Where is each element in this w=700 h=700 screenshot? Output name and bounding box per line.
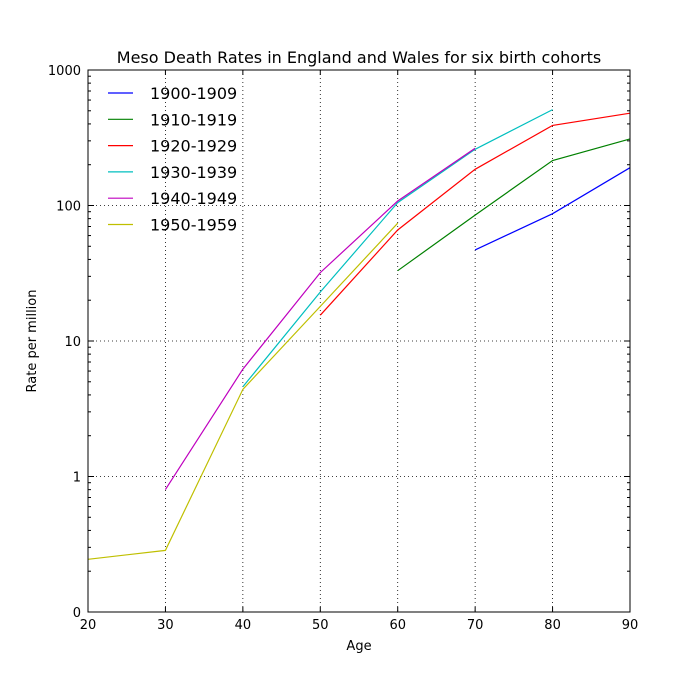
series-line-1920-1929: [319, 112, 631, 316]
x-tick-label: 40: [235, 618, 252, 633]
axis-ticks: 20 30 40 50 60 70 80 90 0 1 10 100 1000: [48, 64, 638, 633]
y-tick-label: 1: [73, 471, 81, 486]
series-line-1930-1939: [242, 109, 553, 388]
chart-title: Meso Death Rates in England and Wales fo…: [117, 48, 601, 67]
series-line-1950-1959: [87, 222, 399, 560]
y-tick-label: 10: [64, 335, 81, 350]
legend-label: 1900-1909: [150, 84, 237, 103]
y-tick-label: 1000: [48, 64, 81, 79]
x-axis-label: Age: [346, 639, 371, 654]
legend-label: 1920-1929: [150, 137, 237, 156]
x-tick-label: 50: [312, 618, 329, 633]
series-lines: [87, 109, 631, 560]
x-tick-label: 30: [157, 618, 174, 633]
x-tick-label: 60: [389, 618, 406, 633]
x-tick-label: 80: [544, 618, 561, 633]
x-tick-label: 20: [80, 618, 97, 633]
legend-label: 1950-1959: [150, 216, 237, 235]
legend-label: 1940-1949: [150, 189, 237, 208]
series-line-1940-1949: [164, 147, 476, 490]
legend: 1900-1909 1910-1919 1920-1929 1930-1939 1940…: [108, 84, 237, 235]
series-line-1900-1909: [474, 167, 631, 251]
y-axis-label: Rate per million: [25, 290, 40, 393]
x-tick-label: 70: [467, 618, 484, 633]
y-tick-label: 100: [56, 200, 81, 215]
legend-label: 1930-1939: [150, 163, 237, 182]
y-tick-label: 0: [73, 606, 81, 621]
x-tick-label: 90: [622, 618, 639, 633]
series-line-1910-1919: [397, 138, 631, 272]
legend-label: 1910-1919: [150, 110, 237, 129]
